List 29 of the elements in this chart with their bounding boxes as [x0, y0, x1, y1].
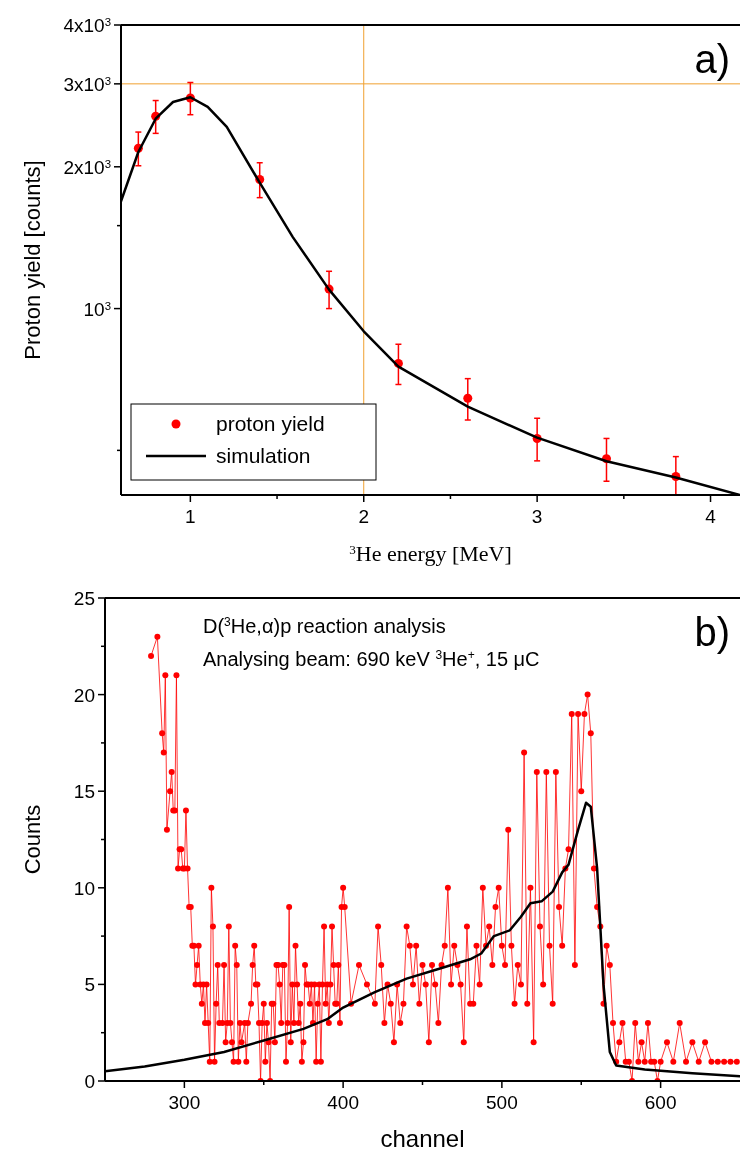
annotation: b): [694, 610, 730, 654]
x-tick-label: 400: [327, 1092, 359, 1113]
legend-label: simulation: [216, 444, 311, 467]
x-axis-title: channel: [380, 1125, 465, 1152]
y-axis-title: Counts: [20, 804, 45, 875]
y-tick-label: 2x10$^{3}$: [63, 156, 111, 178]
x-tick-label: 600: [644, 1092, 677, 1113]
x-tick-label: 4: [705, 506, 717, 527]
annotation: Analysing beam: 690 keV $^{3}$He$^{+}$, 15 μC: [203, 648, 540, 670]
x-tick-label: 500: [486, 1092, 518, 1113]
y-tick-label: 10: [73, 877, 95, 899]
y-tick-label: 15: [73, 781, 95, 803]
x-tick-label: 1: [185, 506, 196, 527]
x-tick-label: 2: [358, 506, 370, 527]
legend-label: proton yield: [216, 412, 325, 435]
point: [463, 393, 473, 403]
x-tick-label: 300: [168, 1092, 201, 1113]
y-tick-label: 3x10$^{3}$: [63, 73, 111, 95]
y-axis-title: Proton yield [counts]: [20, 160, 45, 360]
y-tick-label: 0: [84, 1071, 95, 1092]
x-axis-title: $^{3}$He energy [MeV]: [349, 541, 512, 566]
y-tick-label: 10$^{3}$: [83, 298, 111, 320]
annotation: a): [694, 37, 730, 81]
y-tick-label: 25: [73, 588, 95, 609]
x-tick-label: 3: [531, 506, 543, 527]
y-tick-label: 5: [84, 974, 95, 996]
annotation: D($^{3}$He,α)p reaction analysis: [203, 615, 446, 637]
y-tick-label: 20: [73, 684, 95, 706]
y-tick-label: 4x10$^{3}$: [63, 15, 111, 36]
